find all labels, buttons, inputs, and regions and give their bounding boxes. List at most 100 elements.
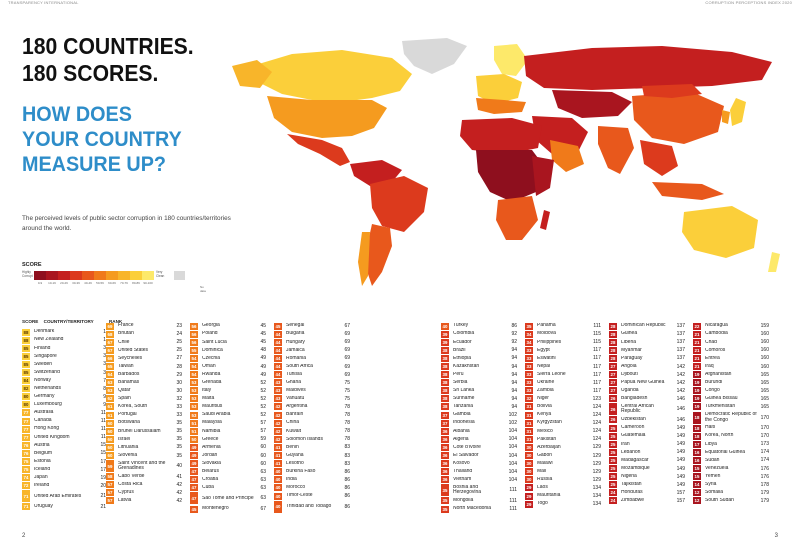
ranking-row: 32 Niger 123 [525,395,601,403]
ranking-row: 42 Kuwait 78 [274,427,350,435]
ranking-row: 33 Sierra Leone 117 [525,371,601,379]
score-badge: 34 [525,330,533,338]
country-name: Dominican Republic [621,323,666,329]
score-badge: 61 [106,403,114,411]
rank-value: 111 [509,506,517,513]
ranking-row: 85 Sweden 3 [22,360,106,368]
ranking-row: 19 Turkmenistan 165 [693,403,769,411]
rank-value: 45 [260,339,266,346]
ranking-row: 57 Latvia 42 [106,497,182,505]
country-name: Romania [286,355,307,361]
score-badge: 40 [274,468,282,476]
ranking-row: 28 Dominican Republic 137 [609,322,685,330]
ranking-row: 38 Tanzania 94 [441,403,517,411]
rank-value: 94 [511,379,517,386]
country-name: Lesotho [286,460,304,466]
country-name: Somalia [705,490,724,496]
map-region-china [632,92,724,144]
score-badge: 47 [190,468,198,476]
rank-value: 42 [176,489,182,496]
country-name: Cabo Verde [118,473,145,479]
ranking-row: 40 Morocco 86 [274,484,350,492]
score-badge: 47 [190,492,198,505]
ranking-row: 60 Lithuania 35 [106,443,182,451]
ranking-row: 16 Sudan 174 [693,456,769,464]
score-badge: 30 [525,443,533,451]
country-name: Iran [621,441,630,447]
ranking-row: 41 Lesotho 83 [274,460,350,468]
ranking-row: 38 Ethiopia 94 [441,354,517,362]
ranking-row: 43 Vanuatu 75 [274,395,350,403]
map-region-scandinavia [494,44,528,76]
rank-value: 160 [760,339,769,346]
rank-value: 176 [760,465,769,472]
ranking-row: 40 Burkina Faso 86 [274,468,350,476]
rank-value: 179 [760,489,769,496]
ranking-row: 30 Russia 129 [525,476,601,484]
country-name: Morocco [286,485,306,491]
country-name: Pakistan [537,436,557,442]
ranking-row: 88 Denmark 1 [22,328,106,336]
country-name: Liberia [621,339,637,345]
rank-value: 42 [176,481,182,488]
legend-tick-label: 90-100 [143,281,153,285]
score-badge: 39 [441,330,449,338]
ranking-row: 36 Vietnam 104 [441,476,517,484]
country-name: Netherlands [34,386,61,391]
ranking-row: 36 Thailand 104 [441,468,517,476]
rank-value: 52 [260,395,266,402]
score-badge: 28 [609,338,617,346]
score-badge: 44 [274,371,282,379]
country-name: Tajikistan [621,482,642,488]
rank-value: 117 [593,363,601,370]
score-badge: 38 [441,387,449,395]
score-badge: 19 [693,371,701,379]
rank-value: 149 [676,465,685,472]
ranking-row: 88 New Zealand 1 [22,336,106,344]
country-name: Paraguay [621,355,643,361]
country-name: Sri Lanka [453,388,475,394]
country-name: Afghanistan [705,371,732,377]
ranking-column-3: 56 Georgia 45 56 Poland 45 56 Saint Lucia 45 55 Do… [190,322,266,513]
score-badge: 40 [274,492,282,500]
ranking-row: 77 United Kingdom 11 [22,433,106,441]
rank-value: 35 [176,436,182,443]
legend-swatch [106,271,118,280]
country-name: Spain [118,396,131,402]
rank-value: 102 [508,420,517,427]
rank-value: 104 [508,476,517,483]
rank-value: 33 [176,412,182,419]
country-name: Philippines [537,339,562,345]
ranking-row: 49 Slovakia 60 [190,460,266,468]
ranking-row: 22 Nicaragua 159 [693,322,769,330]
country-name: Serbia [453,380,468,385]
country-name: China [286,420,300,426]
score-badge: 36 [441,443,449,451]
world-map-svg [232,38,780,286]
score-badge: 50 [190,435,198,443]
ranking-row: 36 Kosovo 104 [441,460,517,468]
score-badge: 28 [609,330,617,338]
score-badge: 27 [609,363,617,371]
rank-value: 78 [344,412,350,419]
ranking-row: 84 Norway 7 [22,377,106,385]
country-name: Iraq [705,363,714,369]
map-region-central-africa [476,150,544,202]
score-badge: 72 [22,482,30,490]
ranking-row: 85 Switzerland 3 [22,368,106,377]
rank-value: 78 [344,403,350,410]
score-badge: 57 [106,481,114,489]
rank-value: 48 [260,347,266,354]
score-badge: 18 [693,424,701,432]
country-name: Angola [621,363,637,369]
ranking-row: 19 Burundi 165 [693,379,769,387]
ranking-row: 65 Taiwan 28 [106,362,182,371]
legend-tick-label: 20-29 [60,281,68,285]
country-name: Kazakhstan [453,363,480,369]
rank-value: 104 [508,452,517,459]
ranking-row: 37 Indonesia 102 [441,419,517,427]
ranking-row: 24 Honduras 157 [609,489,685,497]
country-name: Egypt [537,347,550,353]
score-badge: 60 [106,452,114,460]
rank-value: 92 [511,331,517,338]
